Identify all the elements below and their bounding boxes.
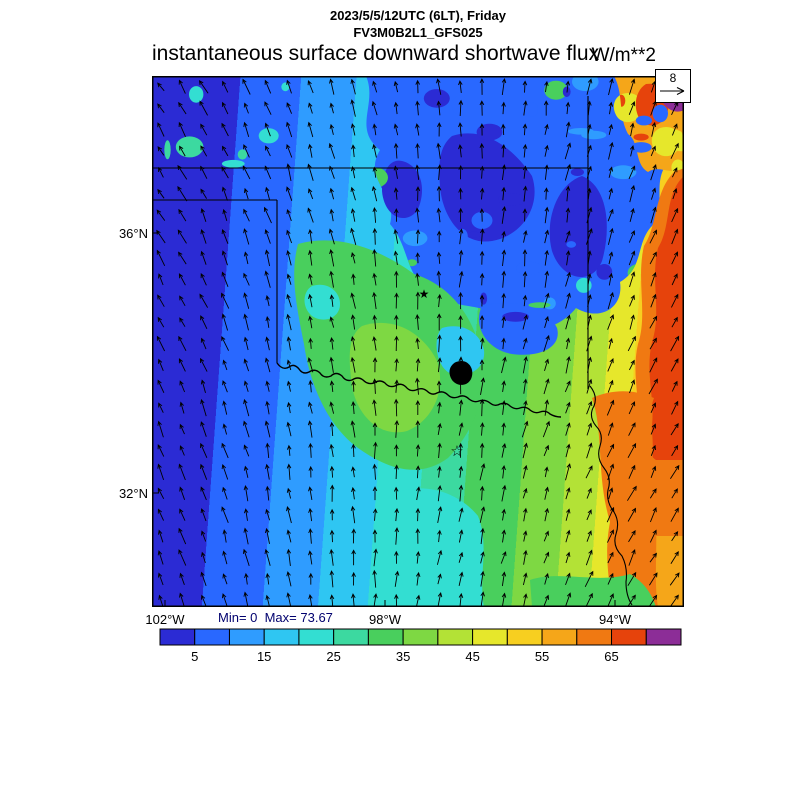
wind-reference-arrow-icon [660,87,685,95]
city-star-open: ☆ [450,443,463,460]
axis-ticks [152,232,616,607]
colorbar-segment [298,628,335,646]
flux-speckle [476,123,503,141]
flux-speckle [657,129,683,138]
minmax-label: Min= 0 Max= 73.67 [218,610,333,625]
flux-speckle [237,149,248,160]
colorbar-tick-label: 25 [326,649,341,664]
colorbar-segment [645,628,682,646]
lat-label-36n: 36°N [118,226,148,241]
flux-speckle [281,82,290,92]
colorbar-segment [541,628,578,646]
map-area: ★ ☆ [152,76,684,609]
flux-speckle [668,134,684,152]
colorbar-segment [194,628,230,646]
flux-speckle [570,168,584,176]
flux-speckle [610,165,637,180]
flux-speckle [402,230,428,247]
colorbar-segment [402,628,439,646]
colorbar-segment [367,628,404,646]
colorbar-segment [611,628,647,646]
flux-speckle [423,89,450,108]
flux-speckle [502,311,529,322]
flux-speckle [527,102,538,117]
flux-speckle [642,216,653,227]
plot-title: instantaneous surface downward shortwave… [152,42,600,65]
flux-speckle [451,95,468,115]
colorbar-segment [506,628,543,646]
colorbar-segment [228,628,265,646]
colorbar-segment [333,628,369,646]
colorbar-segment [263,628,300,646]
colorbar-tick-labels: 5 15 25 35 45 55 65 [159,649,682,665]
colorbar-tick-label: 35 [395,649,411,664]
flux-speckle [596,264,613,280]
flux-contour-blobs [294,76,684,607]
colorbar-tick-label: 5 [191,649,199,664]
flux-speckle [189,86,204,103]
colorbar-segment [576,628,613,646]
plot-units-label: W/m**2 [591,45,656,66]
flux-speckle [258,128,279,144]
flux-speckle [568,128,594,135]
flux-speckle [498,193,526,206]
flux-speckle [630,142,652,153]
river-knot [449,360,473,385]
flux-speckle [633,133,649,141]
flux-map: ★ ☆ [152,76,684,609]
colorbar-tick-label: 15 [256,649,272,664]
flux-speckle [566,241,577,248]
flux-speckle [635,115,652,126]
lon-label-98w: 98°W [369,612,401,627]
state-borders [152,96,633,606]
flux-speckle [407,259,417,267]
flux-speckle [467,231,482,238]
wind-reference-value: 8 [669,71,677,85]
colorbar-segment [437,628,474,646]
map-frame [152,76,684,607]
colorbar-segment [159,628,196,646]
wind-vector-field [156,77,680,609]
colorbar-segment [472,628,508,646]
wind-reference-box: 8 [655,69,691,103]
colorbar-tick-label: 45 [465,649,480,664]
lat-label-32n: 32°N [118,486,148,501]
flux-speckle [164,140,171,160]
flux-speckle [544,80,568,100]
lon-label-94w: 94°W [599,612,631,627]
flux-speckle [652,104,668,123]
red-river-line [276,362,562,418]
lon-label-102w: 102°W [145,612,185,627]
texas-east-border-line [589,385,633,606]
flux-speckle [516,261,542,275]
header-model: FV3M0B2L1_GFS025 [353,25,483,40]
flux-speckle [528,302,551,308]
flux-speckle [221,159,245,168]
colorbar-tick-label: 65 [604,649,619,664]
city-star-filled: ★ [419,287,430,301]
colorbar-tick-label: 55 [534,649,550,664]
header-datetime: 2023/5/5/12UTC (6LT), Friday [329,8,507,23]
colorbar [159,628,682,646]
